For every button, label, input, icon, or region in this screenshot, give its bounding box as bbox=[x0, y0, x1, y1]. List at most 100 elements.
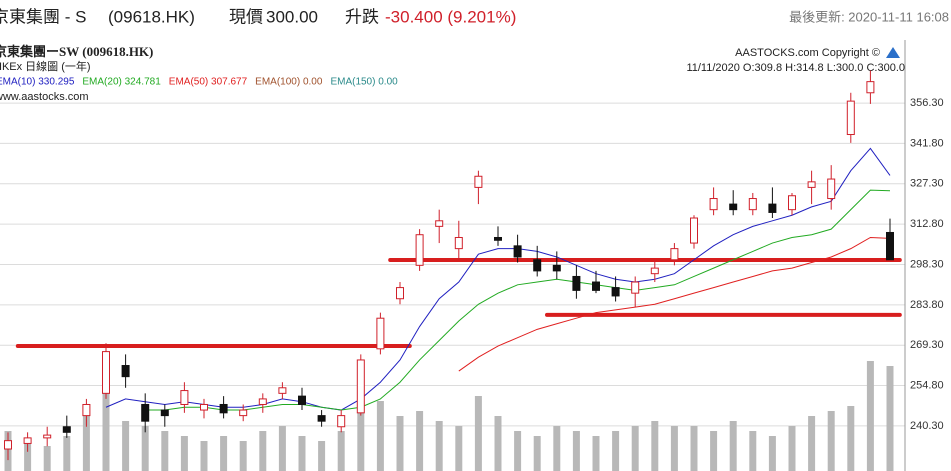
change: -30.400 (9.201%) bbox=[385, 7, 516, 26]
y-tick-label: 298.30 bbox=[910, 258, 944, 270]
volume-bar bbox=[592, 436, 600, 471]
volume-bar bbox=[357, 406, 365, 471]
candle-body bbox=[552, 264, 561, 272]
candle-body bbox=[141, 403, 150, 422]
candle-body bbox=[23, 437, 32, 444]
volume-bar bbox=[866, 361, 874, 471]
y-tick-label: 269.30 bbox=[910, 339, 944, 351]
volume-bar bbox=[494, 416, 502, 471]
legend-entry: EMA(100) 0.00 bbox=[255, 77, 323, 88]
volume-bar bbox=[808, 416, 816, 471]
copyright: AASTOCKS.com Copyright © bbox=[735, 47, 880, 59]
legend-entry: EMA(50) 307.677 bbox=[169, 77, 248, 88]
volume-bar bbox=[337, 431, 345, 471]
candle-body bbox=[258, 398, 267, 405]
ohlc-label: 11/11/2020 O:309.8 H:314.8 L:300.0 C:300… bbox=[686, 62, 905, 74]
candle-body bbox=[631, 281, 640, 294]
volume-bar bbox=[690, 426, 698, 471]
candle-body bbox=[376, 317, 385, 350]
candle-body bbox=[768, 203, 777, 213]
y-tick-label: 356.30 bbox=[910, 97, 944, 109]
candle-body bbox=[239, 409, 248, 417]
updated: 最後更新: 2020-11-11 16:08 bbox=[789, 9, 949, 24]
candle-body bbox=[670, 248, 679, 261]
legend: EMA(10) 330.295 EMA(20) 324.781 EMA(50) 30… bbox=[0, 77, 398, 88]
candle-body bbox=[690, 217, 698, 244]
volume-bar bbox=[141, 426, 149, 471]
stock-name: 京東集團 - S bbox=[0, 7, 86, 26]
candle-body bbox=[748, 198, 757, 211]
candle-body bbox=[298, 395, 306, 405]
volume-bar bbox=[161, 431, 169, 471]
volume-bar bbox=[82, 411, 90, 471]
candle-body bbox=[160, 409, 169, 417]
volume-bar bbox=[220, 436, 228, 471]
candle-body bbox=[415, 234, 424, 266]
volume-bar bbox=[710, 431, 718, 471]
ema-line bbox=[105, 147, 891, 411]
volume-bar bbox=[670, 426, 678, 471]
legend-entry: EMA(10) 330.295 bbox=[0, 77, 75, 88]
volume-bar bbox=[768, 436, 776, 471]
y-tick-label: 283.80 bbox=[910, 299, 944, 311]
volume-bar bbox=[43, 446, 51, 471]
candle-body bbox=[846, 100, 855, 136]
candle-body bbox=[102, 351, 110, 394]
logo bbox=[886, 47, 900, 58]
volume-bar bbox=[416, 411, 424, 471]
y-tick-label: 341.80 bbox=[910, 137, 944, 149]
volume-bar bbox=[259, 431, 267, 471]
chart-title: 京東集團ーSW (009618.HK) bbox=[0, 44, 153, 59]
candle-body bbox=[592, 281, 600, 291]
volume-bar bbox=[298, 436, 306, 471]
volume-bar bbox=[631, 426, 639, 471]
chart-subtitle: HKEx 日線圖 (一年) bbox=[0, 59, 91, 73]
candle-body bbox=[180, 390, 189, 405]
volume-bar bbox=[239, 441, 247, 471]
volume-bar bbox=[788, 426, 796, 471]
candle-body bbox=[43, 434, 52, 439]
candle-body bbox=[121, 365, 130, 378]
candle-body bbox=[650, 267, 659, 275]
candle-body bbox=[611, 287, 620, 297]
candle-body bbox=[278, 387, 287, 394]
volume-bar bbox=[63, 436, 71, 471]
volume-bar bbox=[180, 436, 188, 471]
volume-bar bbox=[435, 421, 443, 471]
candle-body bbox=[572, 275, 581, 291]
candle-body bbox=[494, 236, 502, 241]
volume-bar bbox=[278, 426, 286, 471]
candle-body bbox=[62, 426, 71, 433]
candle-body bbox=[513, 245, 522, 258]
candle-body bbox=[788, 195, 796, 211]
volume-bar bbox=[102, 371, 110, 471]
candle-body bbox=[435, 220, 444, 227]
candle-body bbox=[866, 81, 875, 94]
stock-code: (09618.HK) bbox=[108, 7, 195, 26]
candle-body bbox=[356, 359, 365, 414]
volume-bar bbox=[514, 431, 522, 471]
legend-entry: EMA(150) 0.00 bbox=[330, 77, 398, 88]
volume-bar bbox=[24, 441, 32, 471]
y-tick-label: 254.80 bbox=[910, 379, 944, 391]
candle-body bbox=[396, 287, 404, 300]
legend-entry: EMA(20) 324.781 bbox=[82, 77, 161, 88]
candle-body bbox=[533, 259, 542, 272]
volume-bar bbox=[612, 431, 620, 471]
volume-bar bbox=[455, 426, 463, 471]
volume-bar bbox=[886, 366, 894, 471]
volume-bar bbox=[729, 421, 737, 471]
ema-line bbox=[458, 236, 891, 372]
candle-body bbox=[219, 403, 228, 414]
candle-body bbox=[807, 181, 816, 188]
price: 300.00 bbox=[266, 7, 318, 26]
volume-bar bbox=[200, 441, 208, 471]
volume-bar bbox=[533, 436, 541, 471]
y-tick-label: 327.30 bbox=[910, 178, 944, 190]
volume-bar bbox=[553, 426, 561, 471]
candle-body bbox=[82, 403, 91, 417]
y-tick-label: 240.30 bbox=[910, 420, 944, 432]
